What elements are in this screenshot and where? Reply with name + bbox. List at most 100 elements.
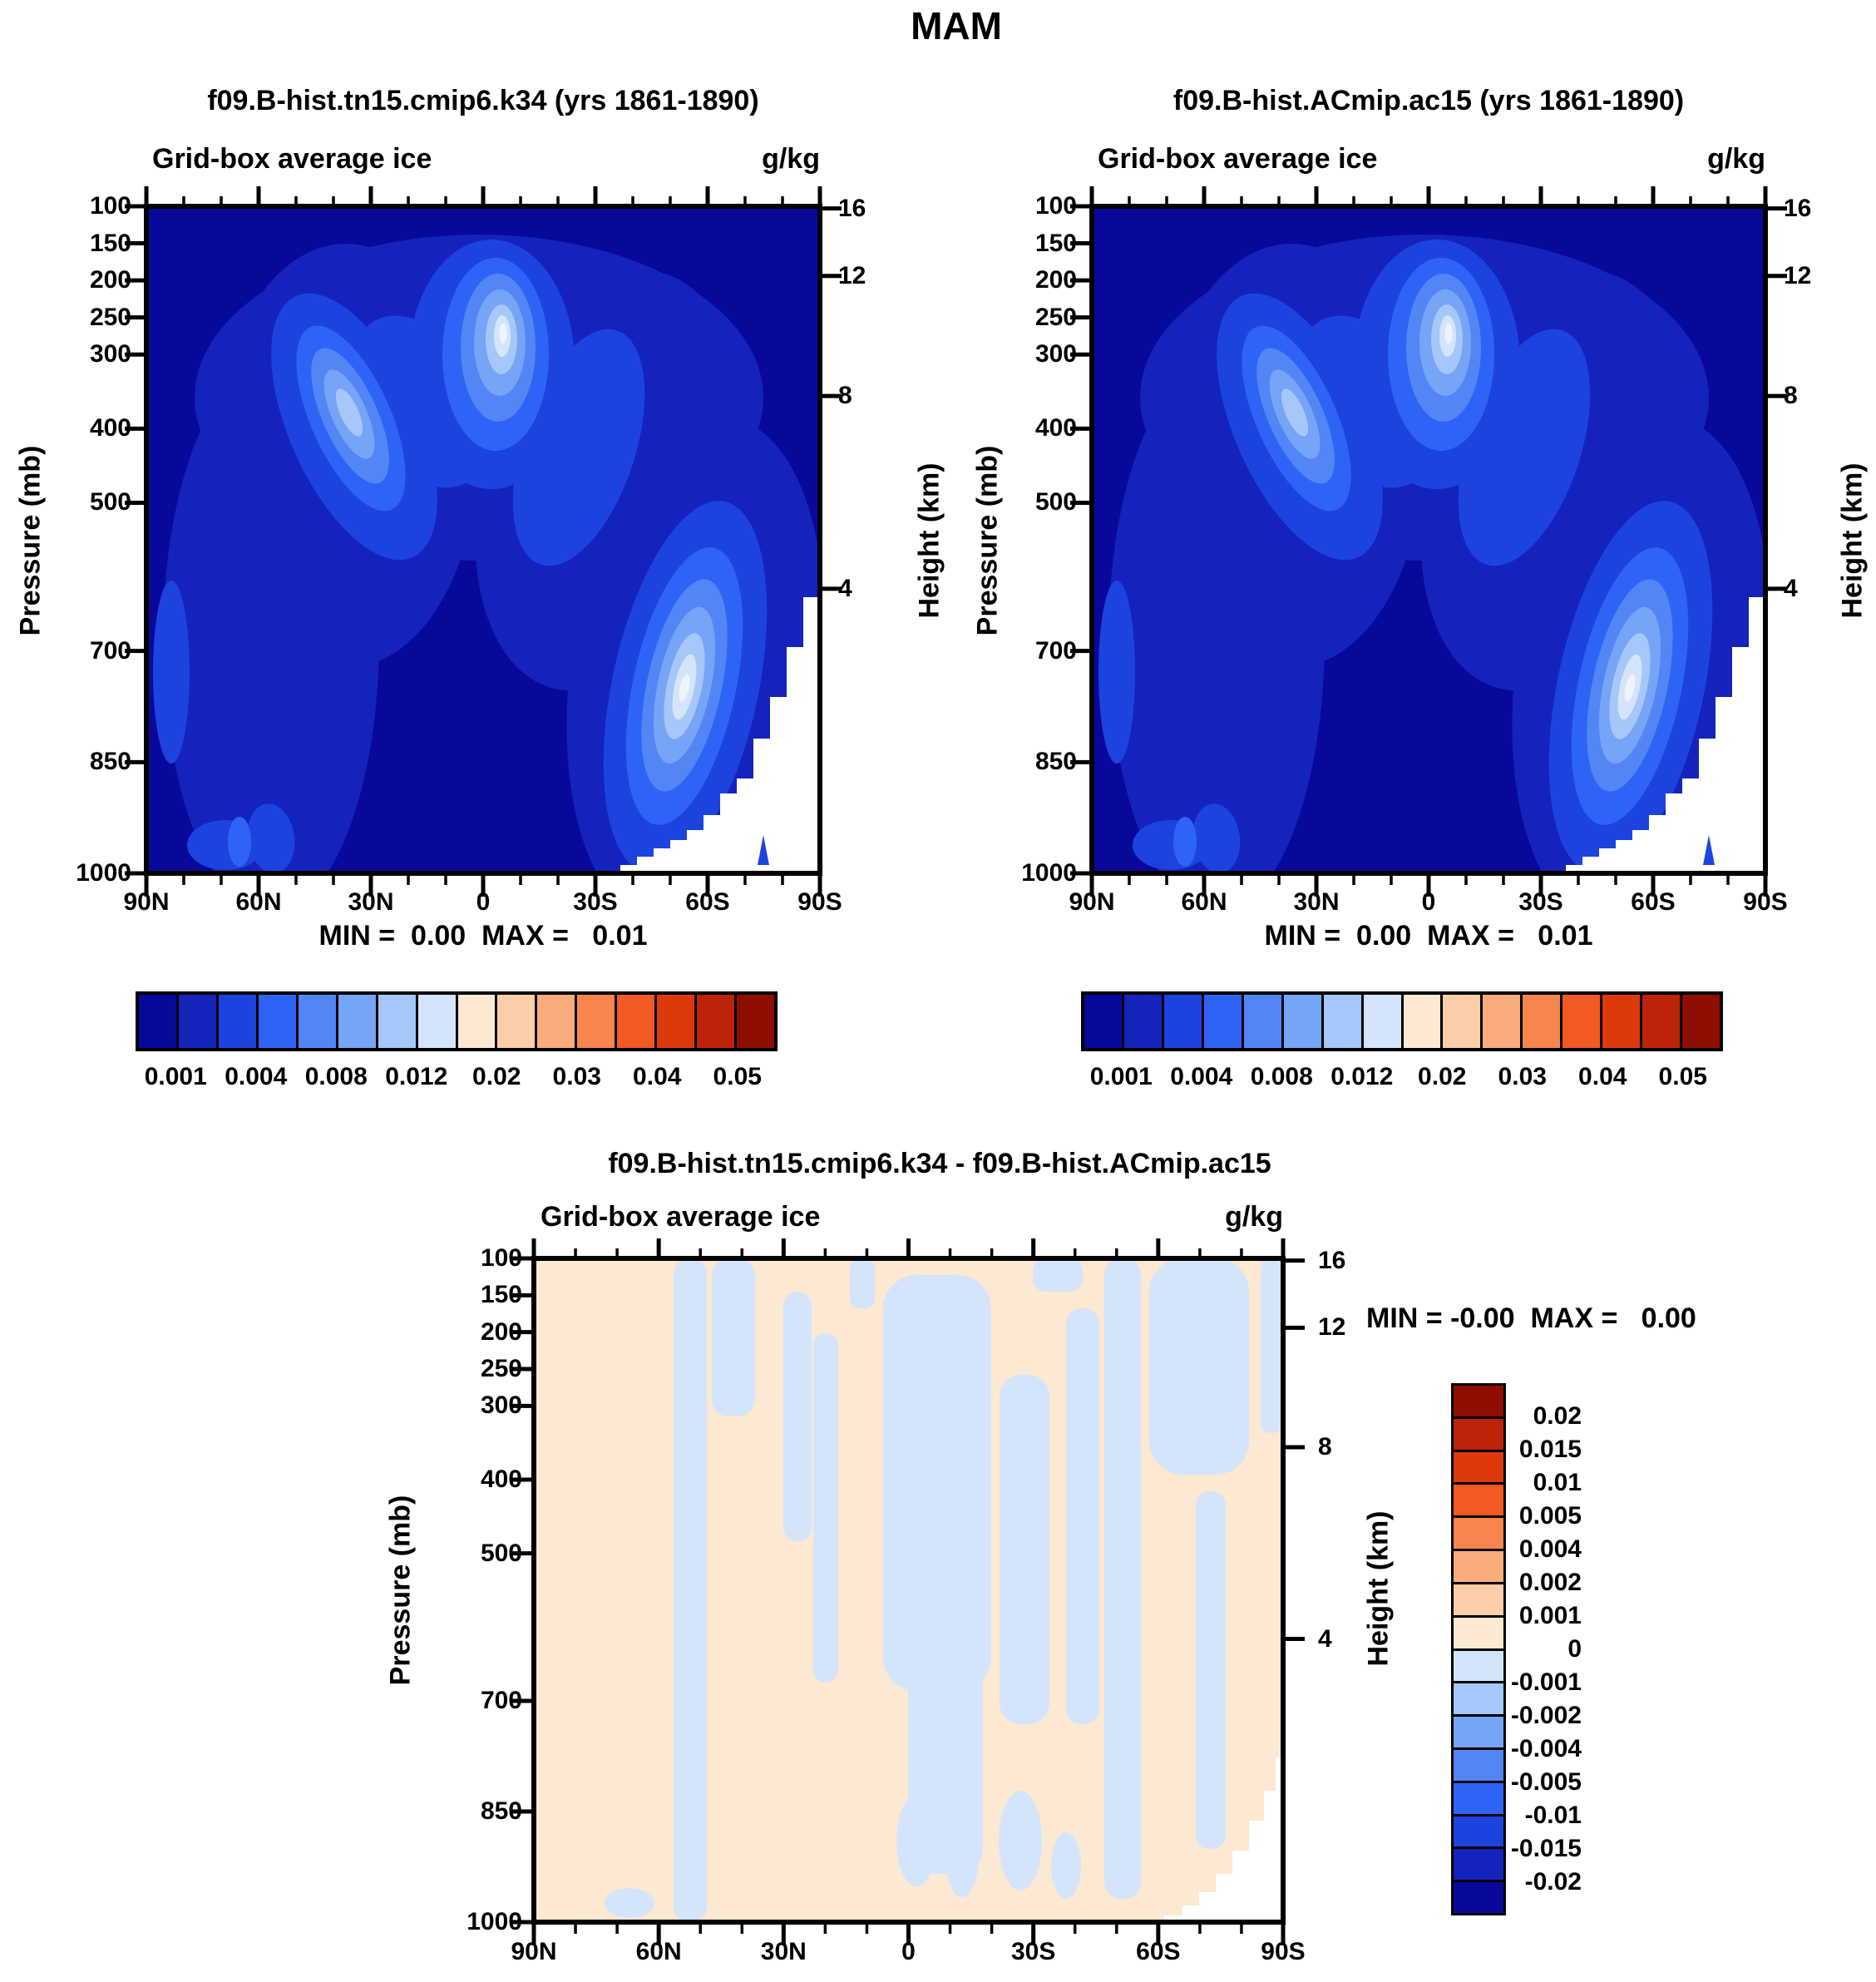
height-tick-label: 8 [1784,382,1798,410]
units-label-diff: g/kg [1225,1201,1283,1233]
colorbar-box [694,995,735,1048]
lat-tick-label: 90N [123,888,170,916]
colorbar-box [255,995,296,1048]
pressure-tick-label: 850 [89,748,131,776]
panel-title-left: f09.B-hist.tn15.cmip6.k34 (yrs 1861-1890… [207,85,759,116]
pressure-tick-label: 400 [89,414,131,442]
pressure-tick-label: 700 [1034,636,1077,665]
lat-tick-label: 30S [573,888,618,916]
units-label-left: g/kg [762,143,820,175]
colorbar-tick-label: 0.001 [144,1063,207,1090]
colorbar-box [615,995,655,1048]
height-tick-label: 12 [1318,1313,1346,1342]
colorbar-box [1084,995,1122,1048]
pressure-tick-label: 200 [480,1317,522,1346]
colorbar-box [215,995,256,1048]
height-axis-title-diff: Height (km) [1362,1510,1395,1667]
diff-colorbar-tick-label: 0.001 [1518,1602,1582,1629]
colorbar-tick-label: 0.04 [1578,1063,1627,1090]
pressure-tick-label: 500 [89,488,131,517]
diff-colorbar-tick-label: 0.005 [1518,1502,1582,1530]
pressure-tick-label: 150 [1034,229,1077,257]
lat-tick-label: 90S [1743,888,1788,916]
height-tick-label: 12 [838,261,866,289]
colorbar-box [295,995,336,1048]
diff-colorbar-box [1454,1813,1503,1847]
contour-plot-top-left [125,186,842,897]
diff-colorbar-tick-label: -0.005 [1510,1768,1582,1796]
colorbar-box [1360,995,1401,1048]
colorbar-box [1321,995,1361,1048]
pressure-axis-title-right: Pressure (mb) [971,445,1004,636]
height-tick-label: 4 [1318,1624,1332,1653]
diff-colorbar-tick-label: 0 [1567,1635,1582,1663]
main-title: MAM [911,4,1002,47]
colorbar-tick-label: 0.004 [1170,1063,1233,1090]
colorbar-box [1281,995,1321,1048]
colorbar-box [575,995,615,1048]
lat-tick-label: 30S [1010,1938,1056,1965]
colorbar-tick-label: 0.001 [1089,1063,1153,1090]
diff-colorbar-tick-label: 0.01 [1533,1469,1582,1496]
pressure-tick-label: 850 [1034,748,1077,776]
pressure-tick-label: 500 [1034,488,1077,517]
diff-colorbar-box [1454,1449,1503,1483]
colorbar-box [1640,995,1681,1048]
pressure-tick-label: 150 [89,229,131,257]
height-axis-title-right: Height (km) [1836,462,1869,619]
diff-colorbar-box [1454,1714,1503,1747]
diff-colorbar-tick-label: -0.02 [1524,1868,1582,1896]
pressure-tick-label: 300 [480,1391,522,1420]
colorbar-tick-label: 0.012 [385,1063,448,1090]
field-label-left: Grid-box average ice [152,143,432,175]
height-tick-label: 16 [1318,1246,1346,1274]
height-tick-label: 16 [838,194,866,222]
height-tick-label: 4 [1784,574,1798,602]
colorbar-box [455,995,496,1048]
pressure-tick-label: 100 [1034,192,1077,220]
colorbar-box [1400,995,1441,1048]
ice-field-use-right [1092,206,1765,873]
pressure-tick-label: 100 [89,192,131,220]
lat-tick-label: 60N [1181,888,1227,916]
panel-title-right: f09.B-hist.ACmip.ac15 (yrs 1861-1890) [1172,85,1685,116]
lat-tick-label: 0 [1421,888,1436,916]
colorbar-box [1440,995,1481,1048]
colorbar-box [1241,995,1281,1048]
pressure-tick-label: 250 [1034,303,1077,331]
contour-plot-top-right [1070,186,1787,897]
ice-field-use-left [146,206,820,873]
stats-right: MIN = 0.00 MAX = 0.01 [1264,920,1593,951]
height-tick-label: 16 [1784,194,1812,222]
panel-title-diff: f09.B-hist.tn15.cmip6.k34 - f09.B-hist.A… [608,1148,1271,1179]
diff-colorbar-box [1454,1648,1503,1682]
plot-frame [531,1256,1286,1925]
colorbar-box [654,995,695,1048]
height-tick-label: 12 [1784,261,1812,289]
height-axis-title-left: Height (km) [913,462,945,619]
diff-colorbar-box [1454,1549,1503,1582]
colorbar-box [415,995,456,1048]
lat-tick-label: 30N [760,1938,807,1965]
colorbar-diff [1451,1383,1506,1915]
pressure-axis-title-left: Pressure (mb) [14,445,47,636]
colorbar-left [136,991,778,1051]
colorbar-tick-label: 0.03 [1498,1063,1547,1090]
diff-colorbar-box [1454,1780,1503,1814]
colorbar-box [1600,995,1641,1048]
colorbar-tick-label: 0.008 [1250,1063,1313,1090]
colorbar-tick-label: 0.04 [633,1063,682,1090]
diff-colorbar-tick-label: 0.004 [1518,1535,1582,1563]
pressure-tick-label: 200 [89,266,131,294]
stats-diff: MIN = -0.00 MAX = 0.00 [1366,1302,1696,1334]
pressure-tick-label: 400 [480,1465,522,1493]
pressure-tick-label: 250 [480,1355,522,1382]
diff-colorbar-tick-label: -0.004 [1510,1735,1582,1762]
colorbar-tick-label: 0.02 [472,1063,521,1090]
plot-frame [144,204,822,876]
diff-colorbar-tick-label: 0.015 [1518,1436,1582,1463]
diff-field-use [534,1258,1283,1922]
colorbar-box [335,995,376,1048]
colorbar-box [1680,995,1720,1048]
